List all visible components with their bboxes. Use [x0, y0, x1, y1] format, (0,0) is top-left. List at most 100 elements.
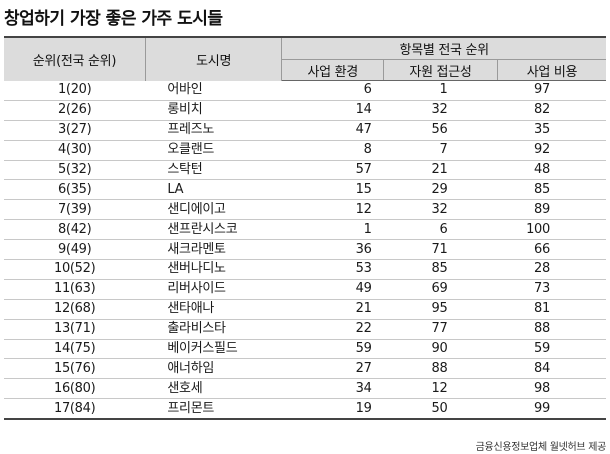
business-env-cell: 53: [281, 259, 384, 280]
resource-access-cell: 7: [383, 140, 498, 161]
city-cell: 프리몬트: [167, 400, 215, 416]
city-cell: 새크라멘토: [145, 239, 282, 261]
rank-cell: 13(71): [4, 319, 146, 340]
city-cell: 어바인: [145, 80, 282, 101]
business-cost-cell: 48: [497, 160, 606, 181]
rank-cell: 6(35): [4, 179, 146, 201]
table-row: 6(35) LA 15 29 85: [4, 179, 606, 201]
business-cost-cell: 97: [497, 80, 606, 101]
resource-access-cell: 77: [383, 319, 498, 340]
business-cost-cell: 82: [497, 100, 606, 121]
business-cost-cell: 81: [497, 299, 606, 320]
rank-cell: 3(27): [4, 120, 146, 141]
business-env-cell: 34: [281, 378, 384, 400]
table-row: 4(30) 오클랜드 8 7 92: [4, 140, 606, 161]
resource-access-cell: 12: [383, 378, 498, 400]
city-cell: 스탁턴: [145, 160, 282, 181]
rank-cell: 8(42): [4, 219, 146, 241]
resource-access-cell: 21: [383, 160, 498, 181]
ranking-table: 순위(전국 순위) 도시명 항목별 전국 순위 사업 환경 자원 접근성 사업 …: [4, 36, 606, 421]
rank-cell: 14(75): [4, 339, 146, 360]
business-env-cell: 47: [281, 120, 384, 141]
city-cell: 롱비치: [145, 100, 282, 121]
resource-access-cell: 95: [383, 299, 498, 320]
business-env-cell: 8: [281, 140, 384, 161]
rank-cell: 16(80): [4, 378, 146, 400]
city-cell: 샌호세: [145, 378, 282, 400]
rank-cell: 15(76): [4, 358, 146, 380]
table-row: 5(32) 스탁턴 57 21 48: [4, 160, 606, 181]
rank-cell: 17(84): [53, 400, 96, 416]
source-credit: 금융신용정보업체 월넷허브 제공: [475, 442, 607, 453]
table-row: 17(84) 프리몬트 19 50 99: [4, 399, 606, 419]
rank-cell: 4(30): [4, 140, 146, 161]
business-env-cell: 14: [281, 100, 384, 121]
header-category-group: 항목별 전국 순위: [281, 37, 606, 60]
table-row: 12(68) 샌타애나 21 95 81: [4, 299, 606, 320]
page-title: 창업하기 가장 좋은 가주 도시들: [4, 9, 223, 29]
city-cell: 출라비스타: [145, 319, 282, 340]
business-env-cell: 22: [281, 319, 384, 340]
table-row: 7(39) 샌디에이고 12 32 89: [4, 199, 606, 221]
business-env-cell: 6: [281, 80, 384, 101]
city-cell: 샌프란시스코: [145, 219, 282, 241]
city-cell: 오클랜드: [145, 140, 282, 161]
city-cell: 리버사이드: [145, 279, 282, 300]
resource-access-cell: 85: [383, 259, 498, 280]
business-env-cell: 27: [281, 358, 384, 380]
header-rank: 순위(전국 순위): [4, 37, 146, 81]
business-cost-cell: 85: [497, 179, 606, 201]
rank-cell: 12(68): [4, 299, 146, 320]
city-cell: LA: [145, 179, 282, 201]
business-cost-cell: 73: [497, 279, 606, 300]
rank-cell: 9(49): [4, 239, 146, 261]
business-env-cell: 59: [281, 339, 384, 360]
city-cell: 애너하임: [145, 358, 282, 380]
business-cost-cell: 59: [497, 339, 606, 360]
business-env-cell: 12: [281, 199, 384, 221]
resource-access-cell: 32: [383, 199, 498, 221]
city-cell: 샌타애나: [145, 299, 282, 320]
business-env-cell: 1: [281, 219, 384, 241]
city-cell: 샌디에이고: [145, 199, 282, 221]
table-row: 10(52) 샌버나디노 53 85 28: [4, 259, 606, 280]
rank-cell: 11(63): [4, 279, 146, 300]
table-row: 3(27) 프레즈노 47 56 35: [4, 120, 606, 141]
resource-access-cell: 6: [383, 219, 498, 241]
table-row: 11(63) 리버사이드 49 69 73: [4, 279, 606, 300]
header-business-env: 사업 환경: [281, 59, 384, 81]
city-cell: 프레즈노: [145, 120, 282, 141]
table-header: 순위(전국 순위) 도시명 항목별 전국 순위 사업 환경 자원 접근성 사업 …: [4, 37, 606, 81]
business-env-cell: 19: [355, 400, 372, 416]
table-body: 1(20) 어바인 6 1 97 2(26) 롱비치 14 32 82 3(27) 프레즈노 47 56 3…: [4, 80, 606, 420]
business-env-cell: 21: [281, 299, 384, 320]
header-resource-access: 자원 접근성: [383, 59, 498, 81]
table-row: 16(80) 샌호세 34 12 98: [4, 378, 606, 400]
resource-access-cell: 88: [383, 358, 498, 380]
table-row: 14(75) 베이커스필드 59 90 59: [4, 339, 606, 360]
table-row: 1(20) 어바인 6 1 97: [4, 80, 606, 101]
business-cost-cell: 66: [497, 239, 606, 261]
business-cost-cell: 89: [497, 199, 606, 221]
rank-cell: 7(39): [4, 199, 146, 221]
rank-cell: 1(20): [4, 80, 146, 101]
resource-access-cell: 50: [431, 400, 448, 416]
business-cost-cell: 99: [534, 400, 550, 416]
business-cost-cell: 28: [497, 259, 606, 280]
business-env-cell: 15: [281, 179, 384, 201]
resource-access-cell: 56: [383, 120, 498, 141]
table-row: 8(42) 샌프란시스코 1 6 100: [4, 219, 606, 241]
city-cell: 베이커스필드: [145, 339, 282, 360]
city-cell: 샌버나디노: [145, 259, 282, 280]
resource-access-cell: 71: [383, 239, 498, 261]
business-cost-cell: 84: [497, 358, 606, 380]
business-env-cell: 49: [281, 279, 384, 300]
table-row: 9(49) 새크라멘토 36 71 66: [4, 239, 606, 261]
rank-cell: 10(52): [4, 259, 146, 280]
table-row: 2(26) 롱비치 14 32 82: [4, 100, 606, 121]
business-cost-cell: 92: [497, 140, 606, 161]
table-row: 15(76) 애너하임 27 88 84: [4, 358, 606, 380]
resource-access-cell: 69: [383, 279, 498, 300]
resource-access-cell: 29: [383, 179, 498, 201]
